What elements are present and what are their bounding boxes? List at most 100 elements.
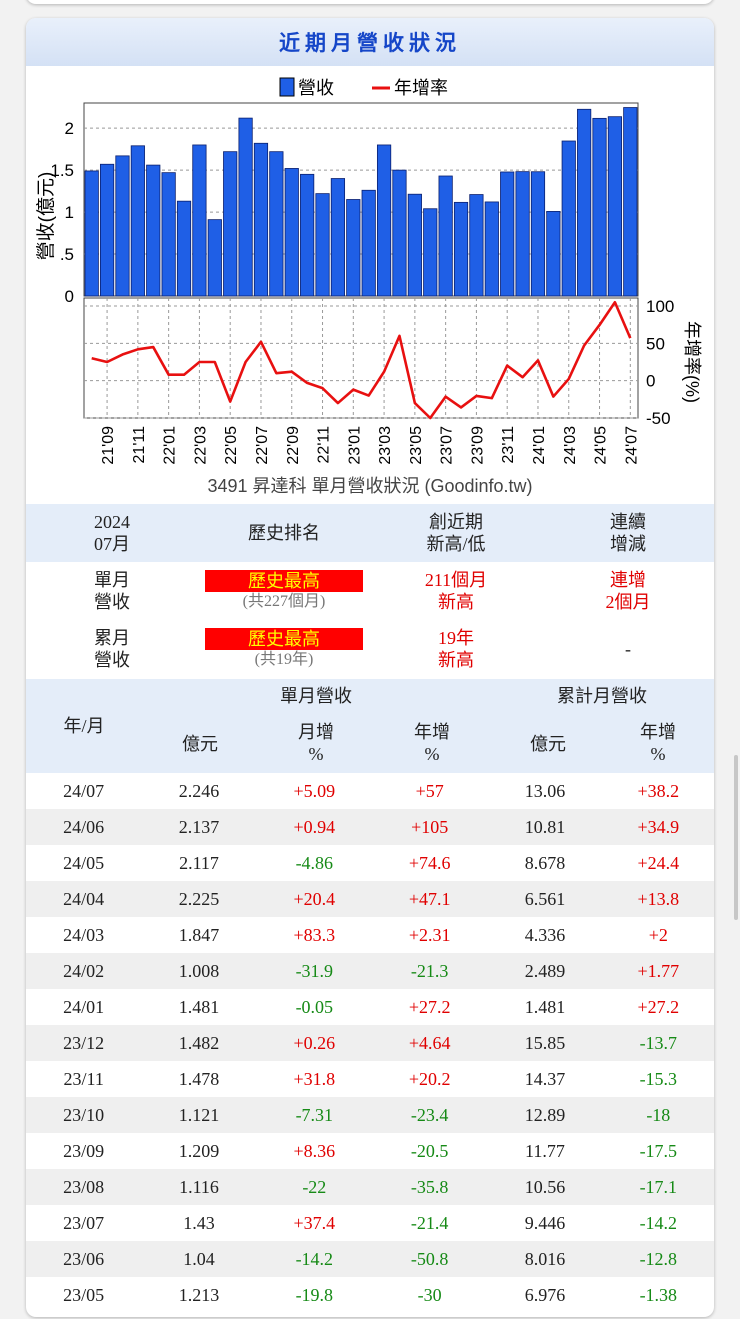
cell-amount: 2.117 xyxy=(179,853,219,873)
cell-yoy: +4.64 xyxy=(408,1033,451,1053)
revenue-bar xyxy=(361,189,376,297)
cum-label-2: 營收 xyxy=(94,650,130,670)
revenue-table: 年/月 單月營收 累計月營收 億元 月增% 年增% 億元 年增% 24/07 2.… xyxy=(26,679,714,1313)
cell-yoy: -30 xyxy=(417,1285,442,1305)
table-row: 23/08 1.116 -22 -35.8 10.56 -17.1 xyxy=(26,1169,714,1205)
col-yoy-1: 年增 xyxy=(414,722,450,742)
table-row: 23/07 1.43 +37.4 -21.4 9.446 -14.2 xyxy=(26,1205,714,1241)
x-tick-label: 23'09 xyxy=(469,426,486,465)
cell-yoy: -21.3 xyxy=(410,961,449,981)
cell-cum-yoy: +38.2 xyxy=(637,781,680,801)
table-body: 24/07 2.246 +5.09 +57 13.06 +38.2 24/06 2.137 +0… xyxy=(26,773,714,1313)
cell-year-month: 24/05 xyxy=(63,853,105,873)
x-tick-label: 24'01 xyxy=(531,426,548,465)
monthly-trend-2: 2個月 xyxy=(605,592,651,612)
x-tick-label: 24'07 xyxy=(623,426,640,465)
line-axis-title: 年增率(%) xyxy=(682,321,702,403)
x-tick-label: 24'03 xyxy=(562,426,579,465)
revenue-bar xyxy=(515,171,530,297)
cell-cum-amount: 15.85 xyxy=(524,1033,566,1053)
table-row: 24/07 2.246 +5.09 +57 13.06 +38.2 xyxy=(26,773,714,809)
cell-year-month: 24/07 xyxy=(63,781,105,801)
revenue-card: 近期月營收狀況 營收 年增率 0 .5 1 1.5 2 -50 0 50 100 21'09 21'11… xyxy=(26,18,714,1317)
cell-amount: 1.482 xyxy=(178,1033,220,1053)
cum-label-1: 累月 xyxy=(94,628,130,648)
cell-yoy: -50.8 xyxy=(410,1249,449,1269)
revenue-bar xyxy=(577,108,592,297)
cell-cum-yoy: -17.1 xyxy=(639,1177,678,1197)
cell-yoy: +2.31 xyxy=(408,925,451,945)
trend-header-2: 增減 xyxy=(610,534,646,554)
col-group-cumulative: 累計月營收 xyxy=(557,686,647,706)
col-cum-yoy: 年增% xyxy=(602,721,714,765)
x-tick-label: 22'11 xyxy=(316,426,333,464)
revenue-bar xyxy=(346,199,361,297)
table-row: 23/10 1.121 -7.31 -23.4 12.89 -18 xyxy=(26,1097,714,1133)
x-tick-label: 22'01 xyxy=(162,426,179,465)
cell-yoy: +74.6 xyxy=(408,853,451,873)
period-year: 2024 xyxy=(94,512,130,532)
summary-header: 2024 07月 歷史排名 創近期 新高/低 連續 增減 xyxy=(26,504,714,562)
cell-mom: +0.94 xyxy=(293,817,336,837)
cell-amount: 2.225 xyxy=(178,889,220,909)
revenue-bar xyxy=(561,140,576,297)
near-high-header-1: 創近期 xyxy=(429,512,483,532)
revenue-chart: 營收 年增率 0 .5 1 1.5 2 -50 0 50 100 21'09 21'11 22'01 22'… xyxy=(35,77,702,496)
x-tick-label: 23'01 xyxy=(346,426,363,465)
col-mom: 月增% xyxy=(258,721,374,765)
previous-card-edge xyxy=(26,0,714,4)
revenue-bar xyxy=(192,144,207,297)
monthly-label-1: 單月 xyxy=(94,570,130,590)
cell-year-month: 24/02 xyxy=(63,961,105,981)
cell-mom: +31.8 xyxy=(293,1069,336,1089)
summary-panel: 2024 07月 歷史排名 創近期 新高/低 連續 增減 單月 營收 歷史最高 (共227… xyxy=(26,504,714,678)
cell-year-month: 23/09 xyxy=(63,1141,105,1161)
legend-line-label: 年增率 xyxy=(394,78,448,98)
cell-cum-yoy: +2 xyxy=(648,925,668,945)
cell-amount: 1.213 xyxy=(178,1285,220,1305)
x-tick-label: 21'11 xyxy=(131,426,148,464)
cell-cum-amount: 8.678 xyxy=(524,853,566,873)
table-row: 23/05 1.213 -19.8 -30 6.976 -1.38 xyxy=(26,1277,714,1313)
bar-axis-title: 營收(億元) xyxy=(35,172,57,261)
cell-mom: +83.3 xyxy=(293,925,336,945)
cell-cum-amount: 10.81 xyxy=(524,817,566,837)
cell-amount: 1.121 xyxy=(178,1105,220,1125)
cum-rank-sub: (共19年) xyxy=(254,651,314,668)
col-yoy: 年增% xyxy=(374,721,490,765)
revenue-bar xyxy=(176,200,192,297)
revenue-bar xyxy=(330,178,346,297)
revenue-bar xyxy=(392,169,407,297)
table-row: 23/09 1.209 +8.36 -20.5 11.77 -17.5 xyxy=(26,1133,714,1169)
cell-mom: -22 xyxy=(302,1177,327,1197)
cell-amount: 1.04 xyxy=(183,1249,215,1269)
legend-bar-label: 營收 xyxy=(298,78,334,98)
scrollbar[interactable] xyxy=(734,755,738,920)
line-plot-area xyxy=(83,297,639,419)
cell-yoy: -21.4 xyxy=(410,1213,449,1233)
revenue-bar xyxy=(223,151,238,297)
cell-yoy: +47.1 xyxy=(408,889,451,909)
revenue-bar xyxy=(115,155,130,297)
revenue-bar xyxy=(530,171,546,297)
cum-trend: - xyxy=(625,639,631,659)
revenue-bar xyxy=(438,175,453,297)
revenue-bar xyxy=(546,211,561,297)
cell-year-month: 23/10 xyxy=(63,1105,105,1125)
cell-cum-yoy: +13.8 xyxy=(637,889,680,909)
cum-near-1: 19年 xyxy=(438,628,474,648)
cum-rank-badge: 歷史最高 xyxy=(205,628,363,650)
cell-mom: -31.9 xyxy=(295,961,334,981)
cell-amount: 1.116 xyxy=(179,1177,219,1197)
cell-cum-amount: 8.016 xyxy=(524,1249,566,1269)
cell-cum-yoy: +1.77 xyxy=(637,961,680,981)
cell-yoy: +20.2 xyxy=(408,1069,451,1089)
cell-amount: 2.246 xyxy=(178,781,220,801)
x-tick-label: 22'07 xyxy=(254,426,271,465)
line-tick-label: 100 xyxy=(646,297,674,316)
revenue-bar xyxy=(500,171,515,297)
cell-amount: 2.137 xyxy=(178,817,220,837)
revenue-bar xyxy=(207,219,222,297)
cumulative-summary-row: 累月 營收 歷史最高 (共19年) 19年 新高 - xyxy=(26,620,714,678)
cell-cum-amount: 6.976 xyxy=(524,1285,566,1305)
